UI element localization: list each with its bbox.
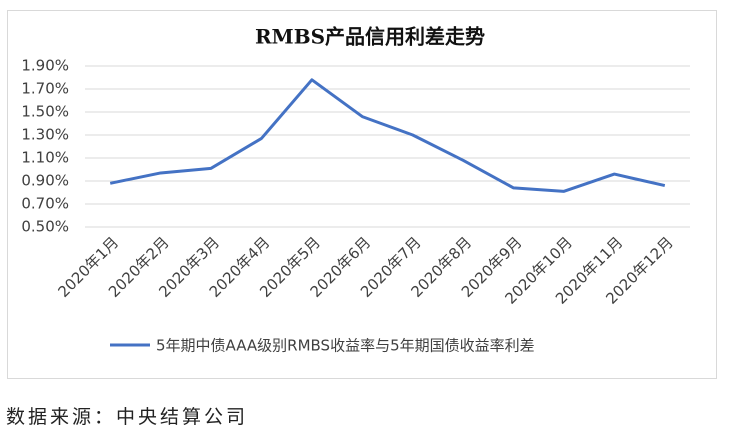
y-tick-label: 1.30% (21, 126, 69, 144)
source-note: 数据来源：中央结算公司 (6, 406, 249, 428)
chart: RMBS产品信用利差走势 0.50% 0.70% 0.90% 1.10% 1.30% 1.… (7, 10, 717, 379)
legend-label: 5年期中债AAA级别RMBS收益率与5年期国债收益率利差 (156, 337, 535, 355)
y-tick-label: 0.90% (21, 172, 69, 190)
y-tick-label: 0.70% (21, 195, 69, 213)
chart-title: RMBS产品信用利差走势 (255, 25, 485, 49)
y-tick-label: 1.10% (21, 149, 69, 167)
y-tick-label: 1.90% (21, 57, 69, 75)
chart-border (7, 10, 717, 379)
y-tick-label: 1.50% (21, 103, 69, 121)
y-tick-label: 1.70% (21, 80, 69, 98)
y-tick-label: 0.50% (21, 218, 69, 236)
data-line (109, 78, 666, 193)
